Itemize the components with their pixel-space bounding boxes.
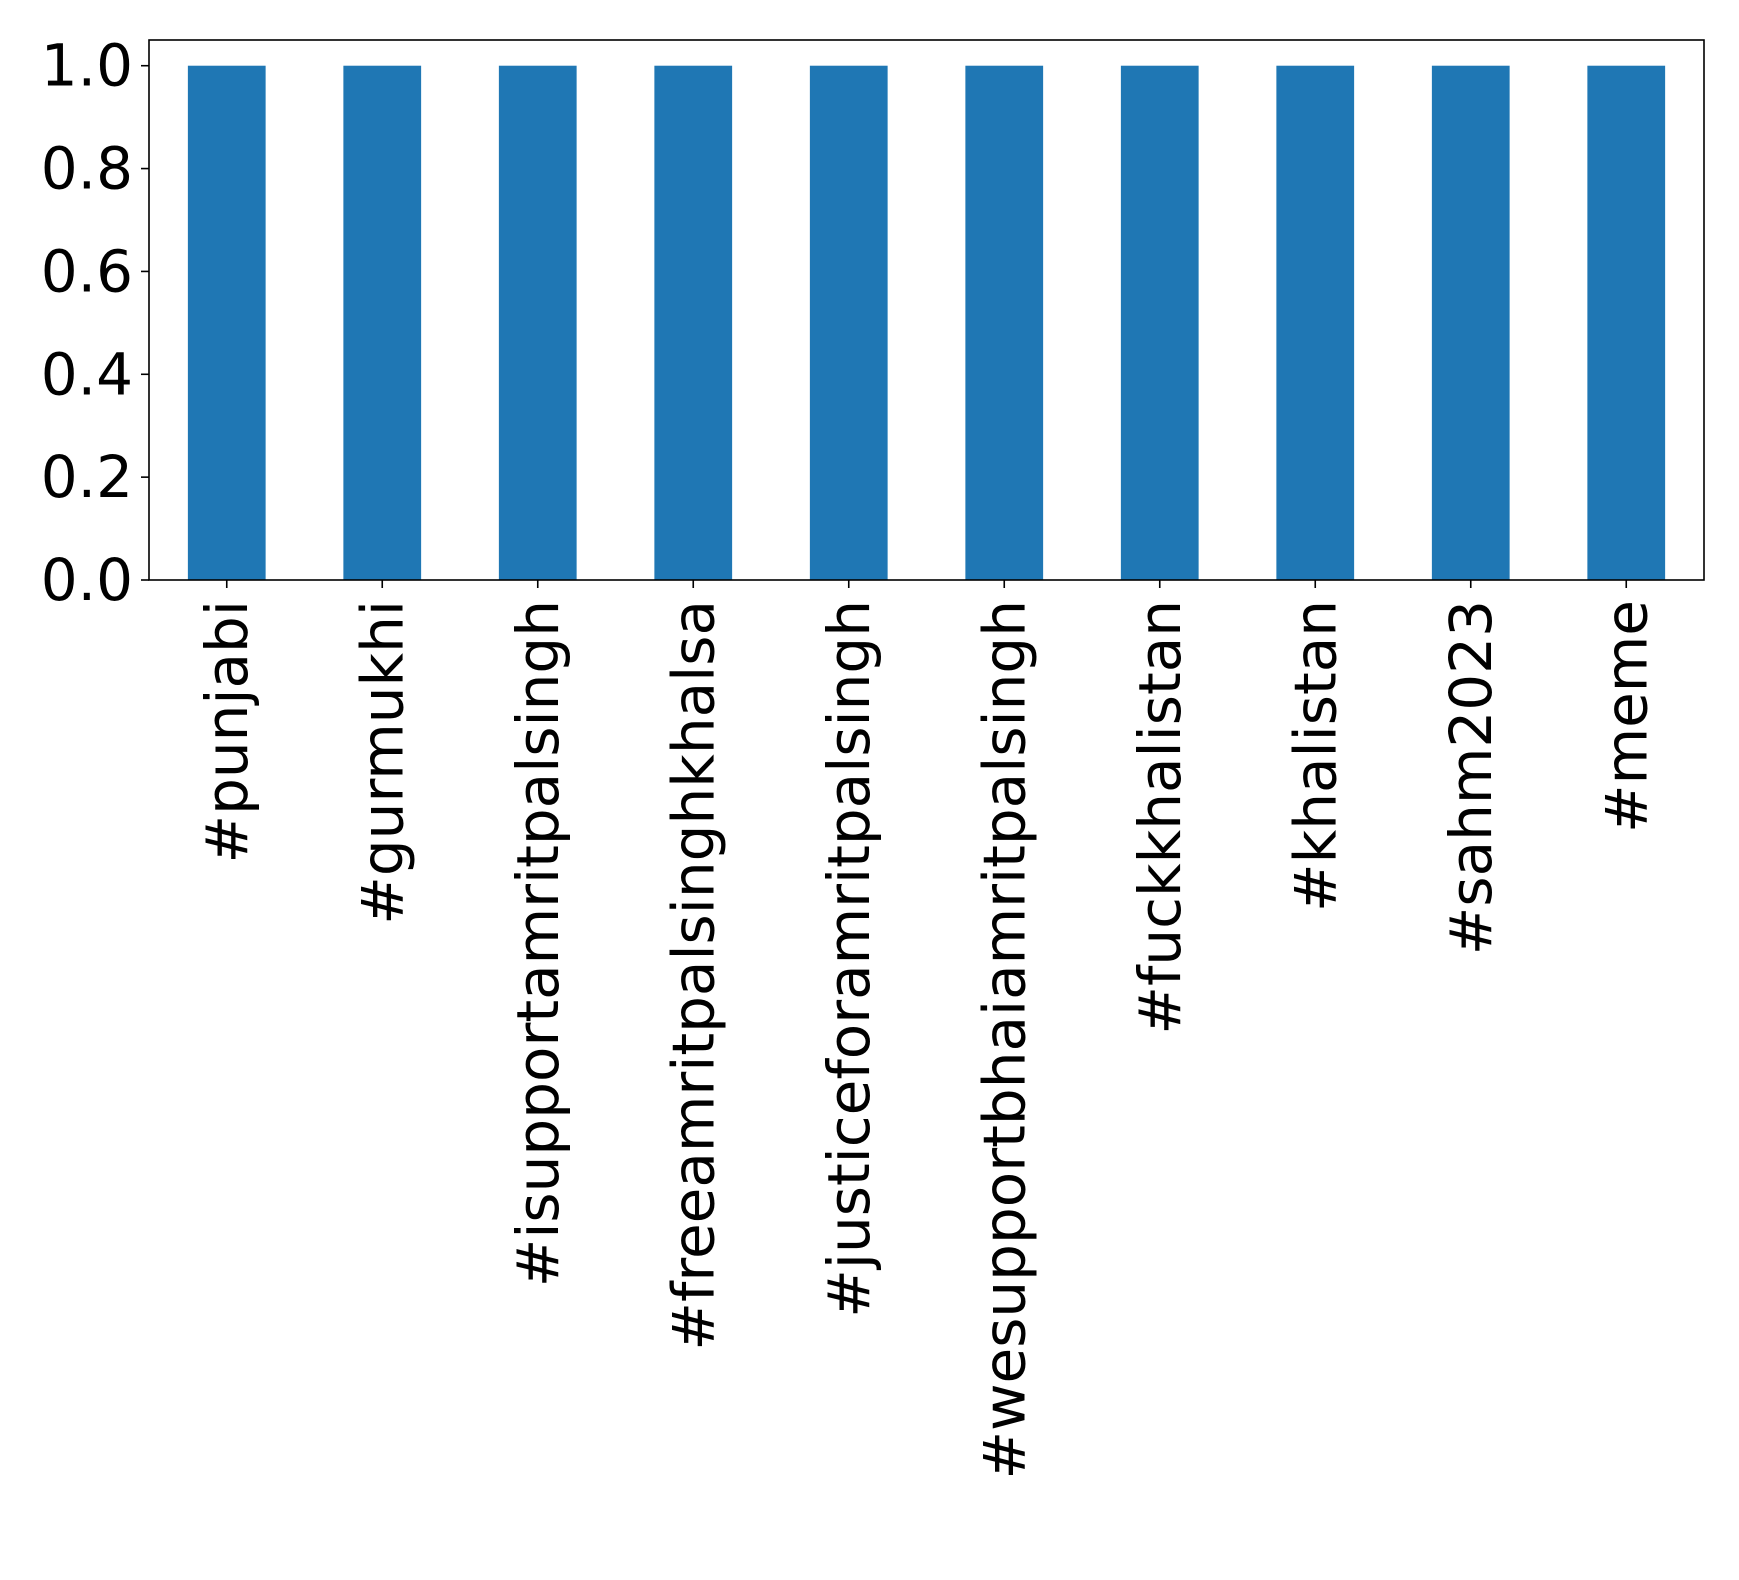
y-tick-label: 0.4 (41, 340, 133, 408)
x-tick-label: #punjabi (193, 600, 261, 864)
bar-wesupportbhaiamritpalsingh (965, 65, 1044, 580)
y-tick-label: 0.6 (41, 237, 133, 305)
bar-justiceforamritpalsingh (809, 65, 888, 580)
x-tick-label: #sahm2023 (1437, 600, 1505, 955)
bar-meme (1587, 65, 1666, 580)
bars-layer (187, 65, 1666, 580)
bar-punjabi (187, 65, 266, 580)
y-tick-label: 1.0 (41, 32, 133, 100)
bar-isupportamritpalsingh (498, 65, 577, 580)
x-axis: #punjabi #gurmukhi #isupportamritpalsingh #… (193, 580, 1660, 1480)
x-tick-label: #fuckkhalistan (1126, 600, 1194, 1035)
bar-sahm2023 (1431, 65, 1510, 580)
bar-freeamritpalsinghkhalsa (654, 65, 733, 580)
bar-gurmukhi (343, 65, 422, 580)
x-tick-label: #freeamritpalsinghkhalsa (659, 600, 727, 1351)
x-tick-label: #meme (1592, 600, 1660, 833)
x-tick-label: #wesupportbhaiamritpalsingh (970, 600, 1038, 1480)
x-tick-label: #justiceforamritpalsingh (815, 600, 883, 1318)
y-tick-label: 0.0 (41, 546, 133, 614)
plot-frame (148, 39, 1705, 581)
bar-khalistan (1276, 65, 1355, 580)
x-tick-label: #khalistan (1281, 600, 1349, 912)
bar-fuckkhalistan (1120, 65, 1199, 580)
y-tick-label: 0.8 (41, 135, 133, 203)
y-axis: 0.0 0.2 0.4 0.6 0.8 1.0 (41, 32, 149, 614)
y-tick-label: 0.2 (41, 443, 133, 511)
x-tick-label: #isupportamritpalsingh (504, 600, 572, 1287)
x-tick-label: #gurmukhi (348, 600, 416, 925)
